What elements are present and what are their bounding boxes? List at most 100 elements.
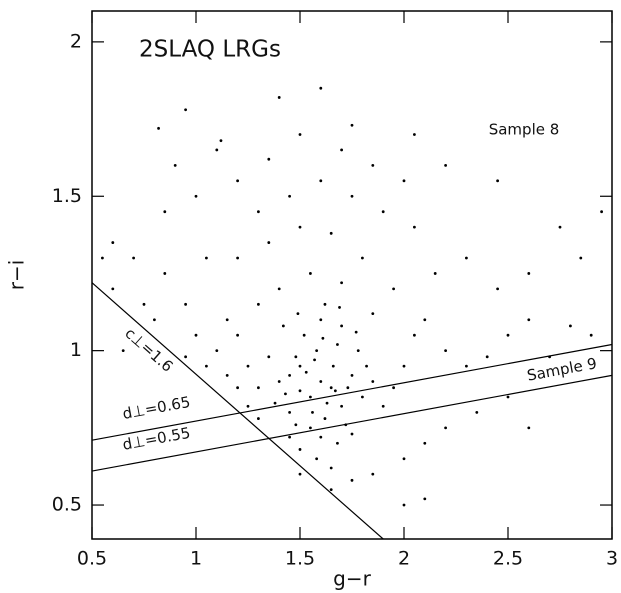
point: [475, 411, 479, 414]
point: [423, 441, 427, 445]
point: [336, 343, 339, 346]
point: [153, 318, 156, 322]
point: [319, 380, 323, 383]
point: [361, 256, 364, 260]
y-tick-label: 1.5: [52, 185, 82, 207]
point: [600, 210, 603, 214]
point: [329, 386, 333, 390]
point: [157, 126, 160, 130]
point: [294, 423, 298, 427]
point: [329, 231, 333, 235]
point: [267, 157, 271, 161]
point: [311, 411, 314, 414]
point: [354, 330, 358, 334]
point: [371, 163, 375, 167]
point: [506, 333, 510, 337]
point: [485, 355, 489, 359]
line-label: d⊥=0.65: [121, 393, 192, 423]
point: [121, 349, 125, 353]
point: [267, 355, 271, 359]
point: [173, 163, 177, 167]
annotation: Sample 8: [489, 121, 560, 139]
point: [423, 318, 427, 322]
point: [336, 441, 339, 445]
point: [236, 179, 240, 183]
point: [579, 256, 583, 260]
point: [527, 318, 531, 322]
point: [350, 123, 354, 127]
point: [569, 324, 572, 328]
point: [350, 194, 354, 198]
point: [277, 96, 281, 99]
point: [433, 272, 437, 275]
y-tick-label: 0.5: [52, 494, 82, 516]
point: [527, 272, 531, 275]
point: [236, 333, 240, 337]
point: [225, 373, 229, 377]
point: [294, 355, 298, 359]
y-tick-label: 1: [70, 339, 82, 361]
reference-line: [91, 343, 613, 441]
point: [340, 404, 343, 408]
point: [246, 364, 250, 368]
point: [323, 302, 327, 306]
point: [298, 448, 302, 451]
point: [142, 302, 146, 306]
point: [236, 386, 240, 390]
point: [356, 349, 360, 353]
point: [350, 373, 354, 377]
x-tick-label: 0.5: [77, 548, 107, 570]
point: [319, 86, 323, 90]
plot-frame: [91, 10, 613, 540]
point: [444, 163, 447, 167]
point: [163, 210, 167, 214]
point: [288, 373, 291, 377]
point: [302, 333, 306, 337]
point: [205, 256, 208, 260]
point: [284, 392, 287, 396]
point: [277, 287, 281, 291]
point: [506, 395, 510, 399]
point: [101, 256, 104, 260]
point: [257, 302, 260, 306]
x-tick-label: 3: [606, 548, 618, 570]
point: [340, 324, 343, 328]
point: [392, 287, 395, 291]
chart-title: 2SLAQ LRGs: [139, 37, 281, 63]
point: [319, 318, 323, 322]
point: [344, 423, 348, 427]
point: [325, 401, 329, 405]
point: [132, 256, 136, 260]
x-tick-label: 1: [190, 548, 202, 570]
y-tick-label: 2: [70, 30, 82, 52]
point: [413, 133, 416, 136]
point: [548, 355, 551, 359]
point: [444, 349, 447, 353]
point: [257, 386, 260, 390]
point: [298, 389, 302, 393]
point: [257, 210, 260, 214]
point: [219, 139, 223, 143]
point: [340, 281, 343, 285]
y-axis-label: r−i: [5, 260, 29, 291]
x-tick-label: 1.5: [285, 548, 315, 570]
point: [298, 225, 302, 229]
point: [184, 108, 188, 112]
point: [329, 488, 333, 491]
point: [281, 324, 285, 328]
point: [298, 364, 302, 368]
point: [246, 404, 250, 408]
point: [194, 333, 198, 337]
point: [381, 404, 385, 408]
point: [331, 364, 335, 368]
point: [361, 395, 364, 399]
point: [298, 133, 302, 136]
point: [184, 355, 188, 359]
point: [350, 432, 354, 436]
point: [381, 210, 385, 214]
point: [402, 364, 406, 368]
point: [321, 336, 325, 340]
point: [423, 497, 427, 501]
point: [319, 179, 323, 183]
